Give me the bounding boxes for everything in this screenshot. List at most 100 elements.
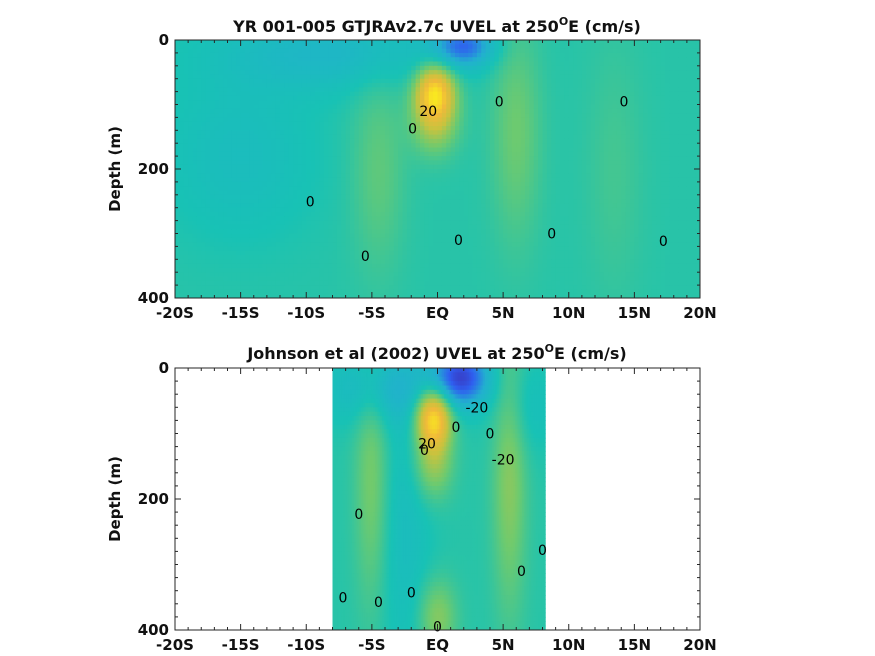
field-cell <box>398 186 404 192</box>
field-cell <box>179 212 185 217</box>
field-cell <box>459 173 465 179</box>
field-cell <box>385 169 390 174</box>
field-cell <box>441 57 447 63</box>
field-cell <box>463 212 469 217</box>
field-cell <box>516 177 522 183</box>
field-cell <box>179 48 185 54</box>
field-cell <box>380 220 386 226</box>
field-cell <box>319 220 325 226</box>
field-cell <box>319 138 325 144</box>
field-cell <box>393 143 399 149</box>
field-cell <box>371 267 377 273</box>
field-cell <box>336 293 342 298</box>
field-cell <box>485 95 491 101</box>
field-cell <box>376 229 382 235</box>
field-cell <box>380 57 386 63</box>
field-cell <box>280 177 285 183</box>
field-cell <box>205 203 211 209</box>
field-cell <box>358 267 364 273</box>
field-cell <box>402 126 408 131</box>
field-cell <box>468 121 474 127</box>
field-cell <box>297 173 303 179</box>
field-cell <box>481 61 487 67</box>
field-cell <box>485 229 491 235</box>
field-cell <box>288 246 294 252</box>
field-cell <box>328 207 334 213</box>
field-cell <box>354 117 360 123</box>
field-cell <box>341 151 347 157</box>
field-cell <box>455 52 460 58</box>
field-cell <box>306 173 312 179</box>
field-cell <box>415 100 421 106</box>
field-cell <box>463 70 469 75</box>
field-cell <box>280 108 285 114</box>
field-cell <box>323 100 329 106</box>
field-cell <box>350 143 355 149</box>
field-cell <box>371 242 377 247</box>
field-cell <box>476 65 482 71</box>
field-cell <box>280 169 285 174</box>
field-cell <box>323 138 329 144</box>
field-cell <box>411 267 417 273</box>
field-cell <box>415 151 421 157</box>
field-cell <box>363 203 369 209</box>
field-cell <box>529 147 535 153</box>
field-cell <box>520 147 526 153</box>
field-cell <box>293 48 299 54</box>
field-cell <box>424 285 430 290</box>
field-cell <box>437 57 443 63</box>
field-cell <box>179 216 185 222</box>
field-cell <box>297 113 303 118</box>
field-cell <box>498 276 504 282</box>
field-cell <box>468 194 474 200</box>
field-cell <box>354 44 360 50</box>
field-cell <box>516 229 522 235</box>
field-cell <box>450 293 456 298</box>
field-cell <box>446 181 452 187</box>
field-cell <box>402 181 408 187</box>
field-cell <box>446 186 452 192</box>
field-cell <box>498 108 504 114</box>
field-cell <box>503 74 509 80</box>
field-cell <box>253 44 259 50</box>
field-cell <box>525 61 530 67</box>
field-cell <box>498 263 504 269</box>
field-cell <box>503 48 509 54</box>
field-cell <box>293 229 299 235</box>
field-cell <box>231 212 237 217</box>
field-cell <box>411 91 417 97</box>
field-cell <box>196 267 202 273</box>
field-cell <box>236 95 242 101</box>
field-cell <box>389 100 395 106</box>
field-cell <box>306 169 312 174</box>
field-cell <box>210 190 215 196</box>
field-cell <box>288 276 294 282</box>
field-cell <box>516 194 522 200</box>
field-cell <box>503 293 509 298</box>
field-cell <box>319 207 325 213</box>
field-cell <box>192 177 198 183</box>
field-cell <box>245 233 250 239</box>
field-cell <box>288 113 294 118</box>
field-cell <box>463 156 469 161</box>
field-cell <box>350 237 355 243</box>
field-cell <box>306 246 312 252</box>
field-cell <box>450 263 456 269</box>
field-cell <box>196 134 202 140</box>
field-cell <box>280 203 285 209</box>
field-cell <box>420 237 425 243</box>
field-cell <box>341 52 347 58</box>
field-cell <box>481 216 487 222</box>
field-cell <box>293 91 299 97</box>
field-cell <box>450 44 456 50</box>
field-cell <box>529 40 535 45</box>
field-cell <box>476 199 482 204</box>
field-cell <box>463 40 469 45</box>
field-cell <box>240 91 246 97</box>
field-cell <box>371 134 377 140</box>
field-cell <box>288 151 294 157</box>
field-cell <box>315 164 320 170</box>
field-cell <box>455 190 460 196</box>
field-cell <box>485 126 491 131</box>
field-cell <box>236 117 242 123</box>
